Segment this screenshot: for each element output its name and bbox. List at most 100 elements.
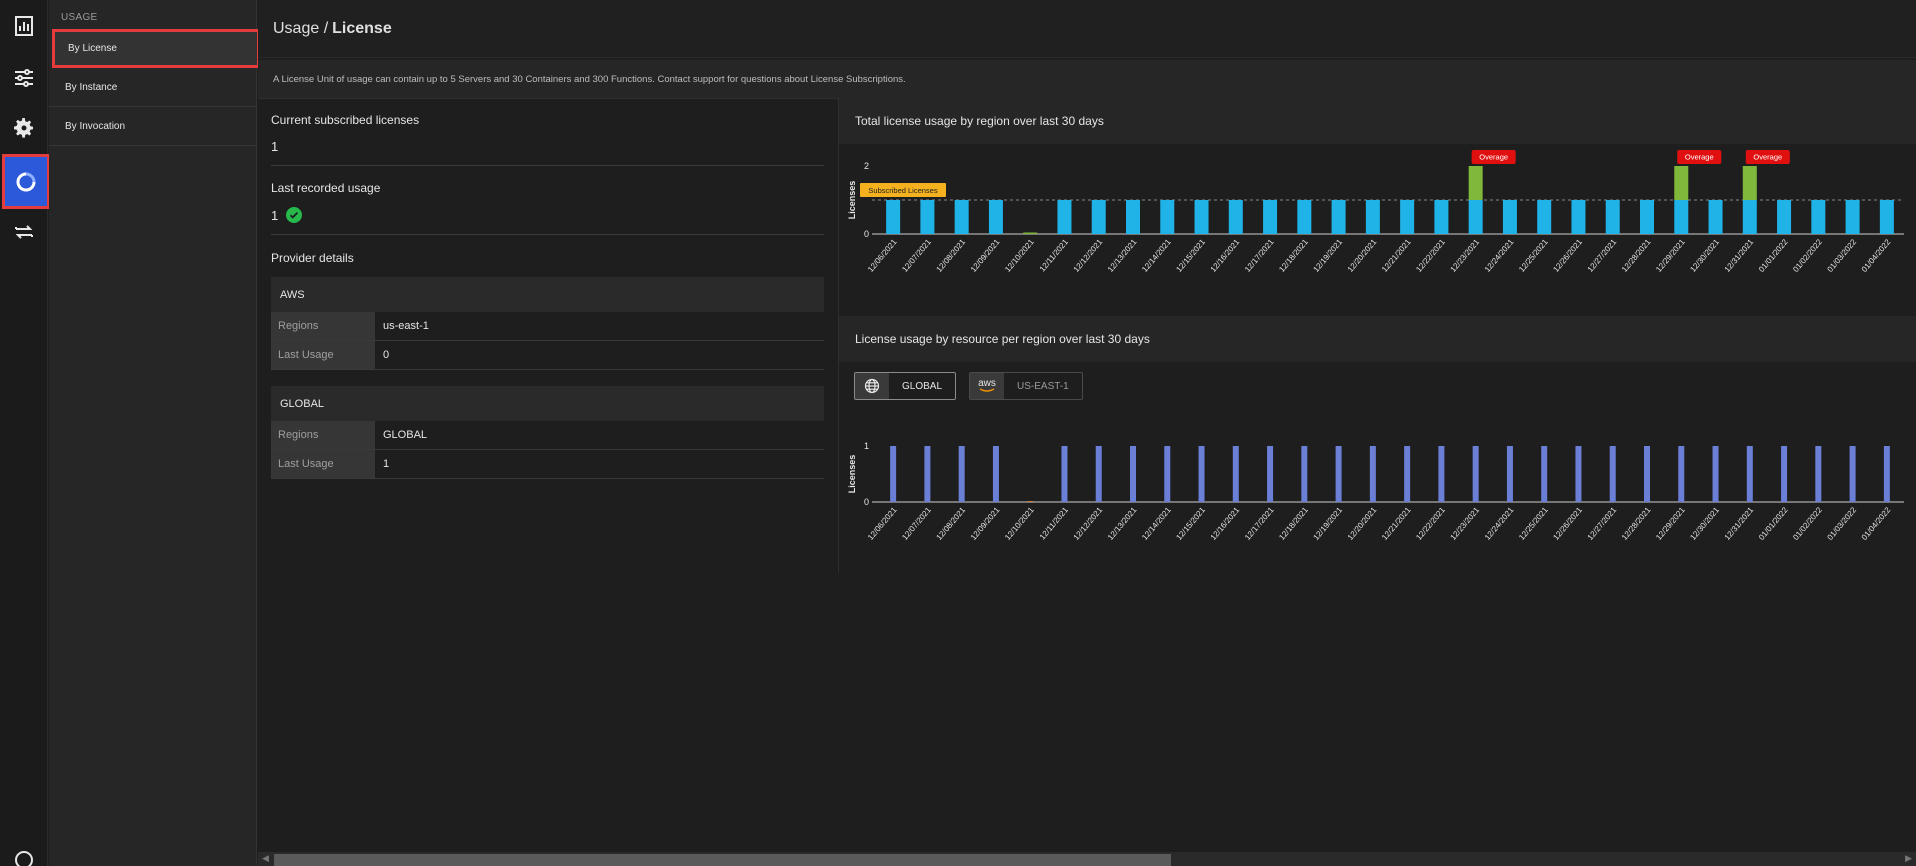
usage-icon[interactable] [2, 154, 50, 209]
bar [1605, 200, 1620, 234]
bar [992, 446, 999, 502]
sliders-icon[interactable] [0, 54, 48, 102]
x-tick-label: 12/20/2021 [1346, 237, 1379, 274]
last-usage-value: 0 [383, 349, 390, 361]
bar [1228, 200, 1243, 234]
x-tick-label: 12/18/2021 [1277, 505, 1310, 542]
x-tick-label: 12/23/2021 [1449, 237, 1482, 274]
overage-bar [1742, 166, 1757, 200]
regions-label: Regions [271, 421, 375, 449]
bar [920, 200, 935, 234]
x-tick-label: 12/26/2021 [1551, 237, 1584, 274]
overage-tag-bg [1745, 150, 1790, 164]
x-tick-label: 12/24/2021 [1483, 505, 1516, 542]
bar [1640, 200, 1654, 234]
x-tick-label: 12/26/2021 [1551, 505, 1584, 542]
bar [1712, 446, 1719, 502]
x-tick-label: 12/28/2021 [1620, 237, 1653, 274]
bar [1781, 446, 1788, 502]
bar [1537, 200, 1552, 234]
x-tick-label: 12/11/2021 [1038, 237, 1071, 273]
bar [1061, 446, 1068, 502]
bar [1742, 200, 1757, 234]
tab-global[interactable]: GLOBAL [854, 372, 957, 400]
bar [1815, 446, 1822, 502]
provider-name: GLOBAL [271, 386, 824, 421]
x-tick-label: 01/03/2022 [1825, 237, 1858, 274]
bar [1160, 200, 1175, 234]
subnav-item-by-license[interactable]: By License [52, 29, 260, 68]
x-tick-label: 12/24/2021 [1483, 237, 1516, 274]
last-usage-label: Last Usage [271, 341, 375, 369]
dashboard-icon[interactable] [0, 2, 48, 50]
bar [1674, 200, 1689, 234]
x-tick-label: 12/25/2021 [1517, 505, 1550, 542]
page-title: Usage / License [258, 0, 1916, 58]
subnav-title: USAGE [61, 12, 98, 23]
bar [1331, 200, 1346, 234]
aws-logo-text: aws [978, 378, 996, 389]
bar [1057, 200, 1072, 234]
bar [1746, 446, 1753, 502]
bar [1708, 200, 1723, 234]
x-tick-label: 12/31/2021 [1723, 237, 1756, 274]
x-tick-label: 12/06/2021 [866, 237, 899, 274]
subscribed-tag-bg [860, 183, 946, 197]
x-tick-label: 12/31/2021 [1723, 505, 1756, 542]
x-tick-label: 12/15/2021 [1174, 237, 1207, 274]
bar [1777, 200, 1792, 234]
recorded-label: Last recorded usage [271, 181, 381, 195]
scroll-right-icon[interactable]: ▶ [1905, 853, 1912, 863]
subscribed-value-row: 1 [271, 139, 824, 154]
subscribed-tag-label: Subscribed Licenses [868, 186, 937, 195]
tab-us-east-1[interactable]: aws US-EAST-1 [969, 372, 1083, 400]
x-tick-label: 12/14/2021 [1140, 505, 1173, 542]
chart2-title: License usage by resource per region ove… [839, 316, 1916, 362]
y-tick-label: 2 [864, 161, 869, 171]
x-tick-label: 12/21/2021 [1380, 237, 1413, 274]
x-tick-label: 12/25/2021 [1517, 237, 1550, 274]
scroll-left-icon[interactable]: ◀ [262, 853, 269, 863]
x-tick-label: 12/19/2021 [1311, 237, 1344, 274]
regions-value: us-east-1 [383, 320, 429, 332]
main-content: Usage / License A License Unit of usage … [258, 0, 1916, 866]
x-tick-label: 12/08/2021 [935, 237, 968, 274]
subnav-item-by-invocation[interactable]: By Invocation [49, 107, 256, 146]
subnav-item-by-instance[interactable]: By Instance [49, 68, 256, 107]
tab-global-label: GLOBAL [902, 380, 943, 392]
help-icon[interactable] [0, 846, 48, 866]
bar [1472, 446, 1479, 502]
bar [1095, 446, 1102, 502]
subnav-item-label: By Instance [65, 81, 118, 93]
x-tick-label: 12/29/2021 [1654, 505, 1687, 542]
bar [1263, 200, 1278, 234]
bar [954, 200, 969, 234]
recorded-value-row: 1 [271, 207, 824, 223]
gear-icon[interactable] [0, 104, 48, 152]
bar [1091, 200, 1106, 234]
x-tick-label: 12/30/2021 [1688, 237, 1721, 274]
bar [1232, 446, 1239, 502]
x-tick-label: 12/12/2021 [1072, 237, 1105, 274]
horizontal-scrollbar[interactable]: ◀ ▶ [258, 852, 1916, 866]
x-tick-label: 12/18/2021 [1277, 237, 1310, 274]
globe-icon [855, 373, 889, 399]
provider-aws: AWS Regions us-east-1 Last Usage 0 [271, 277, 824, 370]
bar [1438, 446, 1445, 502]
bar [1335, 446, 1342, 502]
charts-panel: Total license usage by region over last … [838, 98, 1916, 573]
bar [1198, 446, 1205, 502]
x-tick-label: 01/01/2022 [1757, 237, 1790, 274]
scroll-thumb[interactable] [274, 854, 1171, 866]
transfer-icon[interactable] [0, 208, 48, 256]
x-tick-label: 12/09/2021 [969, 237, 1002, 274]
bar [1506, 446, 1513, 502]
x-tick-label: 12/17/2021 [1243, 505, 1276, 542]
x-tick-label: 12/30/2021 [1688, 505, 1721, 542]
bar [1023, 232, 1038, 234]
x-tick-label: 12/27/2021 [1586, 505, 1619, 542]
provider-row: Regions us-east-1 [271, 312, 824, 341]
x-tick-label: 12/13/2021 [1106, 237, 1139, 274]
recorded-usage-block: Last recorded usage 1 [271, 166, 824, 235]
